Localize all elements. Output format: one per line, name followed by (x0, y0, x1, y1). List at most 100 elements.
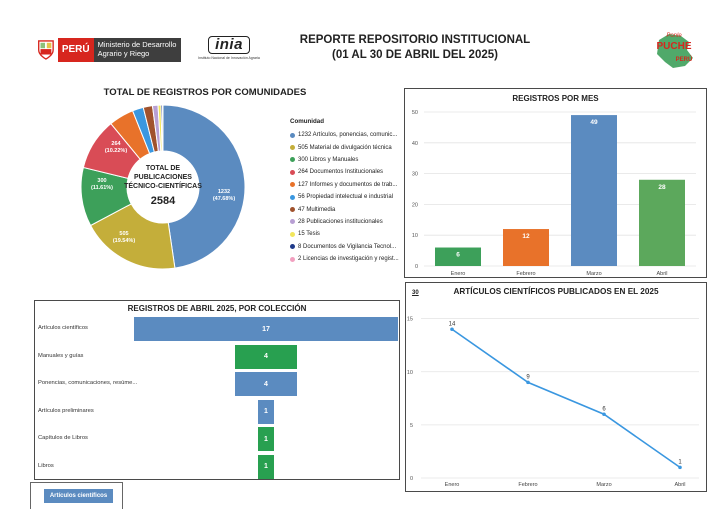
legend-label: 300 Libros y Manuales (298, 156, 359, 163)
legend-item-2-licencias-de-investigacion-y[interactable]: 2 Licencias de investigación y regist... (290, 253, 405, 265)
legend-dot (290, 256, 295, 262)
legend-item-8-documentos-de-vigilancia-tec[interactable]: 8 Documentos de Vigilancia Tecnol... (290, 241, 405, 253)
monthly-xtick-febrero: Febrero (516, 271, 535, 276)
legend-item-300-libros-y-manuales[interactable]: 300 Libros y Manuales (290, 154, 405, 166)
collection-label-libros: Libros (38, 462, 54, 469)
monthly-bar-abril[interactable] (639, 179, 685, 266)
inia-wordmark: inia (208, 36, 250, 54)
monthly-value-enero: 6 (456, 252, 460, 259)
collection-bar-articulos-cientificos[interactable]: 17 (134, 317, 398, 341)
peru-shield-icon (38, 40, 54, 60)
legend-label: 28 Publicaciones institucionales (298, 218, 383, 225)
collection-label-capitulos-de-libros: Capítulos de Libros (38, 435, 88, 441)
articles-xtick-febrero: Febrero (518, 482, 537, 488)
legend-item-15-tesis[interactable]: 15 Tesis (290, 228, 405, 240)
collection-chart-title: REGISTROS DE ABRIL 2025, POR COLECCIÓN (127, 304, 307, 313)
page-title: REPORTE REPOSITORIO INSTITUCIONAL (01 AL… (270, 33, 560, 63)
legend-item-56-propiedad-intelectual-e-ind[interactable]: 56 Propiedad intelectual e industrial (290, 191, 405, 203)
collection-bar-articulos-preliminares[interactable]: 1 (258, 399, 274, 424)
legend-label: 47 Multimedia (298, 206, 336, 213)
legend-item-28-publicaciones-institucional[interactable]: 28 Publicaciones institucionales (290, 216, 405, 228)
articles-ytick-5: 5 (410, 423, 413, 429)
monthly-ytick-30: 30 (412, 172, 418, 178)
legend-label: 56 Propiedad intelectual e industrial (298, 194, 394, 201)
articles-xtick-abril: Abril (674, 482, 685, 488)
articles-value-abril: 1 (678, 459, 682, 465)
collection-label-manuales-y-guias: Manuales y guías (38, 352, 84, 359)
ponle-text-line3: PERÚ (676, 56, 693, 63)
articles-value-febrero: 9 (526, 374, 530, 380)
collection-bar-ponencias-comunicaciones-resum[interactable]: 4 (234, 372, 298, 396)
peru-label: PERÚ (57, 38, 94, 62)
slice-label-505: 505 (119, 231, 128, 237)
donut-center-line2: PUBLICACIONES (134, 174, 192, 181)
legend-label: 8 Documentos de Vigilancia Tecnol... (298, 243, 397, 250)
legend-dot (290, 132, 295, 138)
slice-pct-1232: (47.68%) (213, 196, 235, 202)
articles-point-febrero[interactable] (526, 380, 530, 385)
community-chart-title: TOTAL DE REGISTROS POR COMUNIDADES (103, 87, 307, 98)
legend-item-127-informes-y-documentos-de-t[interactable]: 127 Informes y documentos de trab... (290, 179, 405, 191)
legend-dot (290, 219, 295, 225)
ponle-text-line2: PUCHE (656, 41, 691, 52)
page-title-line2: (01 AL 30 DE ABRIL DEL 2025) (332, 49, 498, 61)
articles-line-chart: 0 5 10 15 14 Enero 9 Febrero 6 Marzo 1 Abril (407, 317, 699, 488)
monthly-value-marzo: 49 (590, 119, 598, 126)
articles-chart-panel (405, 282, 707, 492)
legend-item-1232-articulos-ponencias-comun[interactable]: 1232 Artículos, ponencias, comunic... (290, 129, 405, 141)
ponle-text-line1: Ponle (666, 33, 682, 39)
monthly-ytick-20: 20 (412, 202, 418, 208)
articles-ytick-15: 15 (407, 317, 413, 323)
collection-filter[interactable]: Artículos científicos (30, 482, 123, 509)
articles-ytick-0: 0 (410, 476, 413, 482)
ponle-puche-map-icon: Ponle PUCHE PERÚ (656, 33, 693, 68)
monthly-ytick-0: 0 (415, 264, 418, 270)
slice-pct-300: (11.61%) (91, 185, 113, 191)
articles-chart-title: ARTÍCULOS CIENTÍFICOS PUBLICADOS EN EL 2… (453, 287, 659, 296)
articles-value-marzo: 6 (602, 406, 606, 412)
collection-bar-capitulos-de-libros[interactable]: 1 (258, 427, 274, 451)
legend-dot (290, 182, 295, 188)
monthly-bar-enero[interactable] (435, 247, 481, 266)
slice-label-1232: 1232 (218, 189, 230, 195)
monthly-xtick-enero: Enero (451, 271, 466, 276)
legend-header: Comunidad (290, 118, 325, 125)
legend-dot (290, 207, 295, 213)
legend-item-264-documentos-institucionales[interactable]: 264 Documentos Institucionales (290, 166, 405, 178)
monthly-ytick-40: 40 (412, 141, 418, 147)
articles-series-line (451, 328, 681, 469)
monthly-xtick-abril: Abril (656, 271, 667, 276)
articles-value-enero: 14 (449, 321, 456, 327)
monthly-value-febrero: 12 (522, 233, 530, 240)
collection-bar-libros[interactable]: 1 (258, 454, 274, 479)
collection-chart-panel (34, 300, 400, 480)
monthly-chart-title: REGISTROS POR MES (512, 94, 599, 103)
legend-label: 505 Material de divulgación técnica (298, 144, 392, 151)
monthly-xtick-marzo: Marzo (586, 271, 601, 276)
articles-ytick-10: 10 (407, 370, 413, 376)
inia-subtitle: Instituto Nacional de Innovación Agraria (198, 56, 260, 60)
articles-point-marzo[interactable] (602, 412, 606, 417)
monthly-bar-marzo[interactable] (571, 115, 617, 266)
articles-point-enero[interactable] (450, 327, 454, 332)
ministry-label: Ministerio de Desarrollo Agrario y Riego (93, 38, 181, 62)
legend-dot (290, 157, 295, 163)
donut-total: 2584 (151, 195, 176, 207)
articles-point-abril[interactable] (678, 465, 682, 470)
legend-label: 15 Tesis (298, 231, 320, 238)
monthly-bar-febrero[interactable] (503, 229, 549, 266)
legend-item-505-material-de-divulgacion-te[interactable]: 505 Material de divulgación técnica (290, 141, 405, 153)
monthly-ytick-10: 10 (412, 233, 418, 239)
ponle-puche-logo: Ponle PUCHE PERÚ (645, 28, 703, 72)
inia-logo: inia Instituto Nacional de Innovación Ag… (196, 36, 262, 66)
community-donut-chart: TOTAL DE PUBLICACIONES TÉCNICO-CIENTÍFIC… (80, 104, 246, 270)
donut-center-line1: TOTAL DE (146, 165, 181, 172)
monthly-bar-chart: 0 10 20 30 40 50 6 Enero 12 Febrero 49 Marzo 28 Abri… (412, 110, 696, 276)
legend-label: 264 Documentos Institucionales (298, 169, 384, 176)
filter-selected-articulos[interactable]: Artículos científicos (44, 489, 113, 503)
collection-label-ponencias-comunicaciones-resum: Ponencias, comunicaciones, resúme... (38, 380, 138, 386)
page-title-line1: REPORTE REPOSITORIO INSTITUCIONAL (299, 34, 531, 46)
legend-item-47-multimedia[interactable]: 47 Multimedia (290, 203, 405, 215)
collection-bar-manuales-y-guias[interactable]: 4 (234, 344, 298, 369)
donut-center-line3: TÉCNICO-CIENTÍFICAS (124, 181, 202, 190)
